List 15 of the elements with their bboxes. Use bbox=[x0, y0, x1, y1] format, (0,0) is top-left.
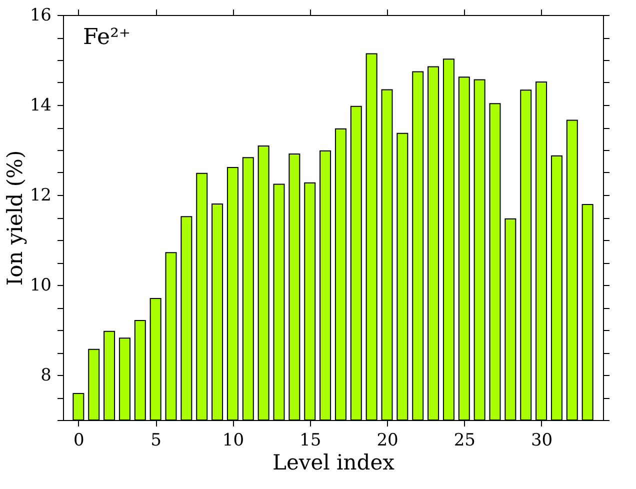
y-tick-label: 8 bbox=[40, 366, 52, 386]
x-tick-label: 0 bbox=[74, 430, 84, 450]
x-tick-label: 30 bbox=[530, 430, 553, 450]
x-tick-label: 25 bbox=[454, 430, 476, 450]
x-tick-label: 10 bbox=[222, 430, 244, 450]
y-tick-label: 12 bbox=[30, 186, 52, 206]
y-tick-label: 10 bbox=[30, 276, 52, 296]
y-tick-label: 16 bbox=[30, 6, 52, 26]
y-axis-title: Ion yield (%) bbox=[2, 150, 27, 286]
x-axis-title: Level index bbox=[272, 450, 395, 474]
annotation: Fe²⁺ bbox=[83, 25, 131, 50]
x-tick-label: 20 bbox=[376, 430, 398, 450]
x-tick-label: 15 bbox=[300, 430, 322, 450]
x-tick-label: 5 bbox=[150, 430, 162, 450]
y-tick-label: 14 bbox=[30, 96, 52, 116]
